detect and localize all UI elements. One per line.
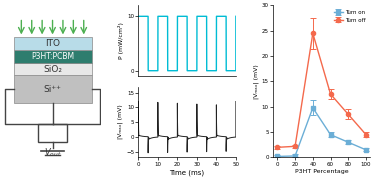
Text: $V_{out}$: $V_{out}$	[44, 147, 61, 159]
Y-axis label: P (mW/cm²): P (mW/cm²)	[118, 22, 124, 59]
X-axis label: Time (ms): Time (ms)	[170, 169, 204, 176]
Y-axis label: |Vₘₐₓ| (mV): |Vₘₐₓ| (mV)	[254, 64, 259, 99]
FancyBboxPatch shape	[14, 37, 91, 50]
FancyBboxPatch shape	[14, 75, 91, 103]
FancyBboxPatch shape	[14, 50, 91, 63]
Bar	[38, 124, 67, 142]
X-axis label: P3HT Percentage: P3HT Percentage	[295, 169, 349, 174]
Legend: Turn on, Turn off: Turn on, Turn off	[333, 8, 368, 24]
FancyBboxPatch shape	[14, 63, 91, 75]
Text: P3HT:PCBM: P3HT:PCBM	[31, 52, 74, 61]
Text: Si⁺⁺: Si⁺⁺	[43, 85, 62, 94]
Y-axis label: |Vₘₐₓ| (mV): |Vₘₐₓ| (mV)	[118, 105, 123, 140]
Text: SiO₂: SiO₂	[43, 65, 62, 74]
Text: ITO: ITO	[45, 39, 60, 48]
